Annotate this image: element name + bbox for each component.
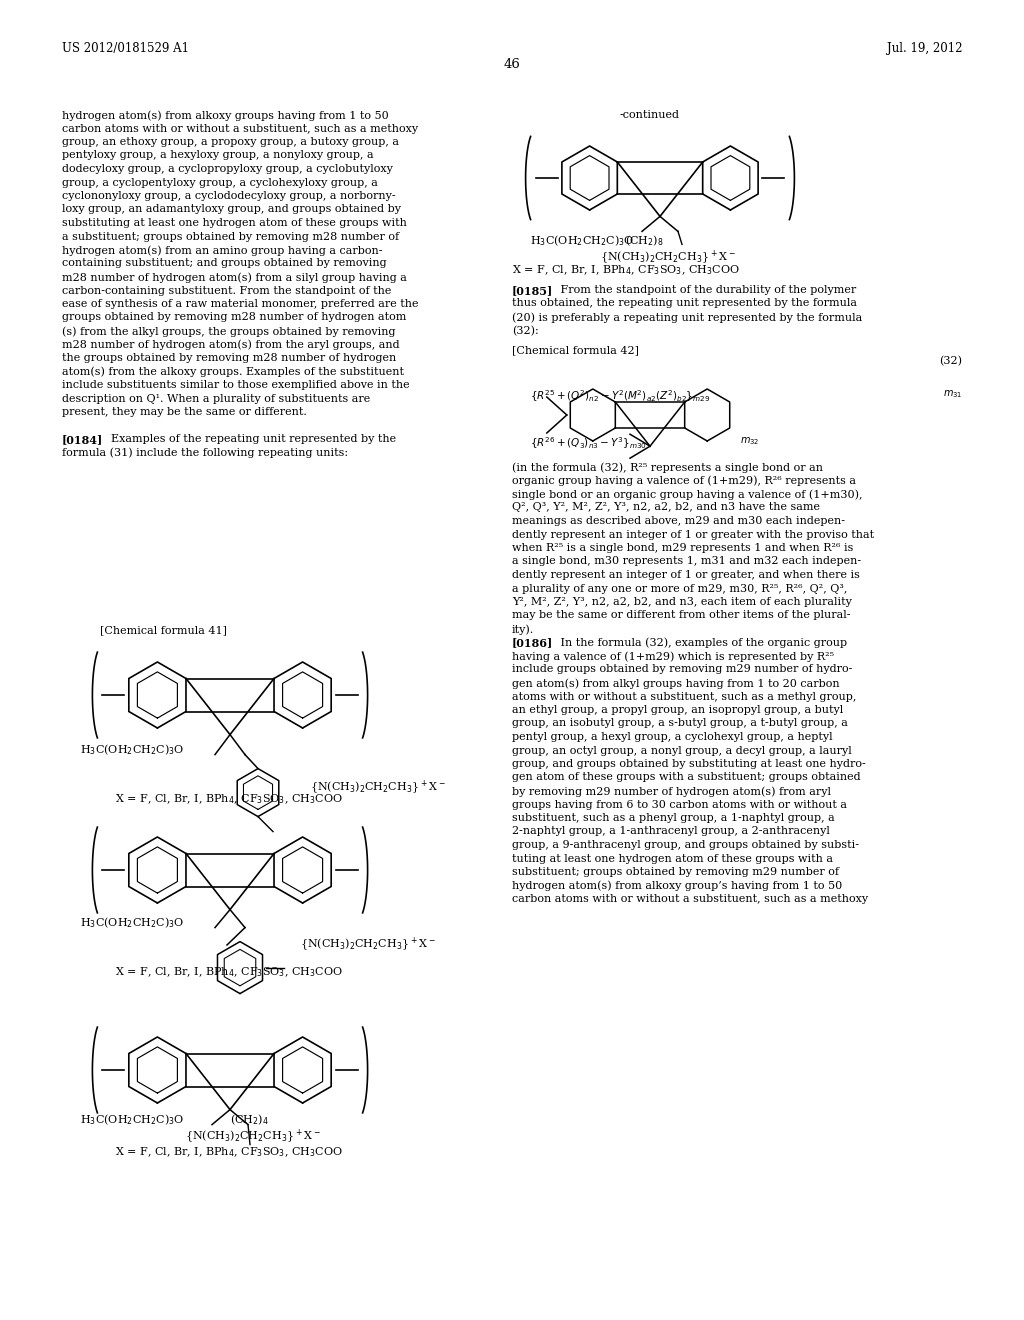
Text: formula (31) include the following repeating units:: formula (31) include the following repea… [62,447,348,458]
Text: dently represent an integer of 1 or greater, and when there is: dently represent an integer of 1 or grea… [512,570,860,579]
Text: present, they may be the same or different.: present, they may be the same or differe… [62,407,307,417]
Text: containing substituent; and groups obtained by removing: containing substituent; and groups obtai… [62,259,387,268]
Text: X = F, Cl, Br, I, BPh$_4$, CF$_3$SO$_3$, CH$_3$COO: X = F, Cl, Br, I, BPh$_4$, CF$_3$SO$_3$,… [115,792,343,805]
Text: gen atom of these groups with a substituent; groups obtained: gen atom of these groups with a substitu… [512,772,860,783]
Text: pentyl group, a hexyl group, a cyclohexyl group, a heptyl: pentyl group, a hexyl group, a cyclohexy… [512,733,833,742]
Text: group, and groups obtained by substituting at least one hydro-: group, and groups obtained by substituti… [512,759,865,770]
Text: carbon-containing substituent. From the standpoint of the: carbon-containing substituent. From the … [62,285,391,296]
Text: (32):: (32): [512,326,539,335]
Text: gen atom(s) from alkyl groups having from 1 to 20 carbon: gen atom(s) from alkyl groups having fro… [512,678,840,689]
Text: atoms with or without a substituent, such as a methyl group,: atoms with or without a substituent, suc… [512,692,856,701]
Text: [Chemical formula 42]: [Chemical formula 42] [512,345,639,355]
Text: m28 number of hydrogen atom(s) from a silyl group having a: m28 number of hydrogen atom(s) from a si… [62,272,407,282]
Text: From the standpoint of the durability of the polymer: From the standpoint of the durability of… [557,285,856,294]
Text: hydrogen atom(s) from alkoxy groups having from 1 to 50: hydrogen atom(s) from alkoxy groups havi… [62,110,389,120]
Text: a single bond, m30 represents 1, m31 and m32 each indepen-: a single bond, m30 represents 1, m31 and… [512,557,861,566]
Text: group, a cyclopentyloxy group, a cyclohexyloxy group, a: group, a cyclopentyloxy group, a cyclohe… [62,177,378,187]
Text: X = F, Cl, Br, I, BPh$_4$, CF$_3$SO$_3$, CH$_3$COO: X = F, Cl, Br, I, BPh$_4$, CF$_3$SO$_3$,… [512,263,740,277]
Text: tuting at least one hydrogen atom of these groups with a: tuting at least one hydrogen atom of the… [512,854,833,863]
Text: H$_3$C(OH$_2$CH$_2$C)$_3$O: H$_3$C(OH$_2$CH$_2$C)$_3$O [80,915,184,929]
Text: dodecyloxy group, a cyclopropyloxy group, a cyclobutyloxy: dodecyloxy group, a cyclopropyloxy group… [62,164,393,174]
Text: Examples of the repeating unit represented by the: Examples of the repeating unit represent… [104,434,396,444]
Text: pentyloxy group, a hexyloxy group, a nonyloxy group, a: pentyloxy group, a hexyloxy group, a non… [62,150,374,161]
Text: (32): (32) [939,356,962,367]
Text: {N(CH$_3$)$_2$CH$_2$CH$_3$}$^+$X$^-$: {N(CH$_3$)$_2$CH$_2$CH$_3$}$^+$X$^-$ [310,777,445,796]
Text: $\{R^{25}+(Q^2)_{n2}-Y^2(M^2)_{a2}(Z^2)_{b2}\}_{m29}$: $\{R^{25}+(Q^2)_{n2}-Y^2(M^2)_{a2}(Z^2)_… [530,388,711,404]
Text: a plurality of any one or more of m29, m30, R²⁵, R²⁶, Q², Q³,: a plurality of any one or more of m29, m… [512,583,848,594]
Text: (in the formula (32), R²⁵ represents a single bond or an: (in the formula (32), R²⁵ represents a s… [512,462,823,473]
Text: -continued: -continued [620,110,680,120]
Text: carbon atoms with or without a substituent, such as a methoxy: carbon atoms with or without a substitue… [512,894,868,904]
Text: Y², M², Z², Y³, n2, a2, b2, and n3, each item of each plurality: Y², M², Z², Y³, n2, a2, b2, and n3, each… [512,597,852,607]
Text: Q², Q³, Y², M², Z², Y³, n2, a2, b2, and n3 have the same: Q², Q³, Y², M², Z², Y³, n2, a2, b2, and … [512,503,820,512]
Text: meanings as described above, m29 and m30 each indepen-: meanings as described above, m29 and m30… [512,516,845,525]
Text: groups having from 6 to 30 carbon atoms with or without a: groups having from 6 to 30 carbon atoms … [512,800,847,809]
Text: H$_3$C(OH$_2$CH$_2$C)$_3$O: H$_3$C(OH$_2$CH$_2$C)$_3$O [530,234,635,248]
Text: the groups obtained by removing m28 number of hydrogen: the groups obtained by removing m28 numb… [62,352,396,363]
Text: having a valence of (1+m29) which is represented by R²⁵: having a valence of (1+m29) which is rep… [512,651,834,661]
Text: Jul. 19, 2012: Jul. 19, 2012 [887,42,962,55]
Text: group, a 9-anthracenyl group, and groups obtained by substi-: group, a 9-anthracenyl group, and groups… [512,840,859,850]
Text: H$_3$C(OH$_2$CH$_2$C)$_3$O: H$_3$C(OH$_2$CH$_2$C)$_3$O [80,1111,184,1126]
Text: [0185]: [0185] [512,285,553,296]
Text: cyclononyloxy group, a cyclododecyloxy group, a norborny-: cyclononyloxy group, a cyclododecyloxy g… [62,191,395,201]
Text: H$_3$C(OH$_2$CH$_2$C)$_3$O: H$_3$C(OH$_2$CH$_2$C)$_3$O [80,742,184,756]
Text: group, an octyl group, a nonyl group, a decyl group, a lauryl: group, an octyl group, a nonyl group, a … [512,746,852,755]
Text: hydrogen atom(s) from an amino group having a carbon-: hydrogen atom(s) from an amino group hav… [62,246,383,256]
Text: {N(CH$_3$)$_2$CH$_2$CH$_3$}$^+$X$^-$: {N(CH$_3$)$_2$CH$_2$CH$_3$}$^+$X$^-$ [185,1127,321,1144]
Text: $m_{32}$: $m_{32}$ [740,436,760,446]
Text: loxy group, an adamantyloxy group, and groups obtained by: loxy group, an adamantyloxy group, and g… [62,205,401,214]
Text: organic group having a valence of (1+m29), R²⁶ represents a: organic group having a valence of (1+m29… [512,475,856,486]
Text: substituting at least one hydrogen atom of these groups with: substituting at least one hydrogen atom … [62,218,407,228]
Text: [0186]: [0186] [512,638,553,648]
Text: by removing m29 number of hydrogen atom(s) from aryl: by removing m29 number of hydrogen atom(… [512,785,831,796]
Text: group, an isobutyl group, a s-butyl group, a t-butyl group, a: group, an isobutyl group, a s-butyl grou… [512,718,848,729]
Text: [Chemical formula 41]: [Chemical formula 41] [100,624,227,635]
Text: may be the same or different from other items of the plural-: may be the same or different from other … [512,610,851,620]
Text: m28 number of hydrogen atom(s) from the aryl groups, and: m28 number of hydrogen atom(s) from the … [62,339,399,350]
Text: thus obtained, the repeating unit represented by the formula: thus obtained, the repeating unit repres… [512,298,857,309]
Text: 46: 46 [504,58,520,71]
Text: US 2012/0181529 A1: US 2012/0181529 A1 [62,42,189,55]
Text: $m_{31}$: $m_{31}$ [942,388,962,400]
Text: (20) is preferably a repeating unit represented by the formula: (20) is preferably a repeating unit repr… [512,312,862,322]
Text: atom(s) from the alkoxy groups. Examples of the substituent: atom(s) from the alkoxy groups. Examples… [62,367,404,378]
Text: (s) from the alkyl groups, the groups obtained by removing: (s) from the alkyl groups, the groups ob… [62,326,395,337]
Text: an ethyl group, a propyl group, an isopropyl group, a butyl: an ethyl group, a propyl group, an isopr… [512,705,843,715]
Text: group, an ethoxy group, a propoxy group, a butoxy group, a: group, an ethoxy group, a propoxy group,… [62,137,399,147]
Text: carbon atoms with or without a substituent, such as a methoxy: carbon atoms with or without a substitue… [62,124,418,133]
Text: (CH$_2$)$_8$: (CH$_2$)$_8$ [625,234,664,248]
Text: groups obtained by removing m28 number of hydrogen atom: groups obtained by removing m28 number o… [62,313,407,322]
Text: include substituents similar to those exemplified above in the: include substituents similar to those ex… [62,380,410,389]
Text: {N(CH$_3$)$_2$CH$_2$CH$_3$}$^+$X$^-$: {N(CH$_3$)$_2$CH$_2$CH$_3$}$^+$X$^-$ [300,935,436,953]
Text: In the formula (32), examples of the organic group: In the formula (32), examples of the org… [557,638,847,648]
Text: dently represent an integer of 1 or greater with the proviso that: dently represent an integer of 1 or grea… [512,529,874,540]
Text: include groups obtained by removing m29 number of hydro-: include groups obtained by removing m29 … [512,664,852,675]
Text: a substituent; groups obtained by removing m28 number of: a substituent; groups obtained by removi… [62,231,399,242]
Text: ity).: ity). [512,624,535,635]
Text: $\{R^{26}+(Q_3)_{n3}-Y^3\}_{m30}$: $\{R^{26}+(Q_3)_{n3}-Y^3\}_{m30}$ [530,436,647,450]
Text: (CH$_2$)$_4$: (CH$_2$)$_4$ [230,1111,269,1126]
Text: hydrogen atom(s) from alkoxy group’s having from 1 to 50: hydrogen atom(s) from alkoxy group’s hav… [512,880,843,891]
Text: description on Q¹. When a plurality of substituents are: description on Q¹. When a plurality of s… [62,393,371,404]
Text: X = F, Cl, Br, I, BPh$_4$, CF$_3$SO$_3$, CH$_3$COO: X = F, Cl, Br, I, BPh$_4$, CF$_3$SO$_3$,… [115,1144,343,1159]
Text: substituent; groups obtained by removing m29 number of: substituent; groups obtained by removing… [512,867,839,876]
Text: single bond or an organic group having a valence of (1+m30),: single bond or an organic group having a… [512,488,862,499]
Text: {N(CH$_3$)$_2$CH$_2$CH$_3$}$^+$X$^-$: {N(CH$_3$)$_2$CH$_2$CH$_3$}$^+$X$^-$ [600,248,736,265]
Text: when R²⁵ is a single bond, m29 represents 1 and when R²⁶ is: when R²⁵ is a single bond, m29 represent… [512,543,853,553]
Text: [0184]: [0184] [62,434,103,445]
Text: 2-naphtyl group, a 1-anthracenyl group, a 2-anthracenyl: 2-naphtyl group, a 1-anthracenyl group, … [512,826,829,837]
Text: substituent, such as a phenyl group, a 1-naphtyl group, a: substituent, such as a phenyl group, a 1… [512,813,835,822]
Text: X = F, Cl, Br, I, BPh$_4$, CF$_3$SO$_3$, CH$_3$COO: X = F, Cl, Br, I, BPh$_4$, CF$_3$SO$_3$,… [115,965,343,978]
Text: ease of synthesis of a raw material monomer, preferred are the: ease of synthesis of a raw material mono… [62,300,419,309]
